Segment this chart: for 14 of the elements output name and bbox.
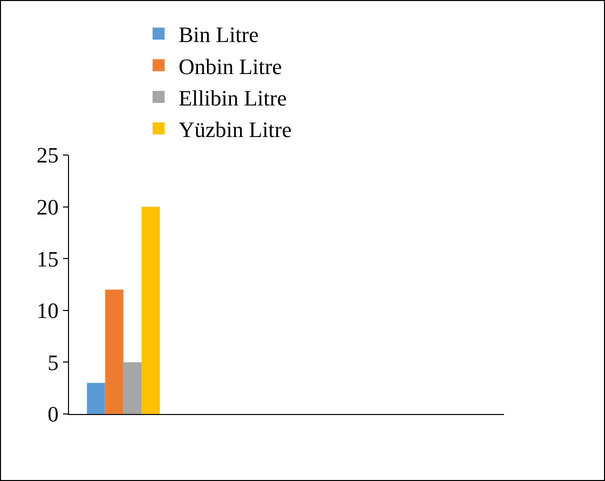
y-tick-label: 5 bbox=[48, 350, 59, 375]
y-tick-label: 15 bbox=[36, 246, 59, 272]
bar bbox=[123, 362, 142, 414]
legend-label: Bin Litre bbox=[178, 22, 259, 48]
bar bbox=[86, 382, 106, 414]
y-tick-label: 25 bbox=[36, 142, 59, 168]
bar bbox=[142, 206, 160, 414]
legend-label: Yüzbin Litre bbox=[178, 117, 292, 142]
bar bbox=[105, 290, 124, 414]
legend-label: Ellibin Litre bbox=[178, 85, 287, 110]
y-tick-label: 20 bbox=[36, 194, 59, 220]
y-tick-label: 0 bbox=[48, 402, 59, 427]
y-tick-label: 10 bbox=[36, 298, 59, 324]
legend-label: Onbin Litre bbox=[178, 54, 282, 79]
